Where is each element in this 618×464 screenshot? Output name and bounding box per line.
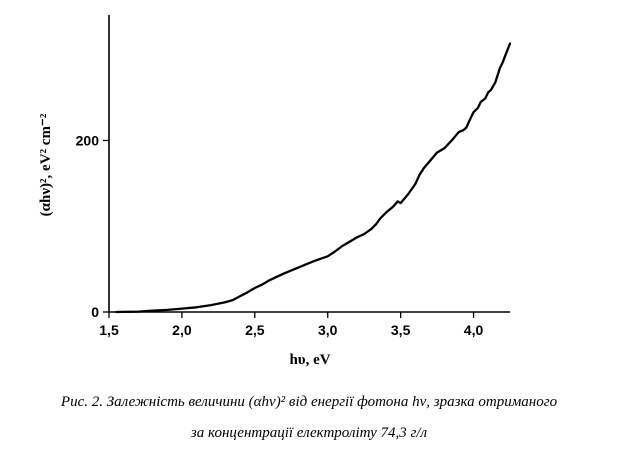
figure-caption-line-2: за концентрації електроліту 74,3 г/л [190,425,428,441]
y-tick-label: 0 [91,304,99,320]
absorption-curve [115,42,512,314]
x-tick-label: 2,0 [172,322,192,338]
y-axis-title: (αhν)², eV² cm⁻² [38,113,54,216]
x-tick-label: 4,0 [464,322,484,338]
x-axis-ticks: 1,5 2,0 2,5 3,0 3,5 4,0 [99,312,483,338]
series-layer [115,42,512,314]
x-tick-label: 2,5 [245,322,265,338]
x-tick-label: 3,5 [391,322,411,338]
x-tick-label: 3,0 [318,322,338,338]
figure-caption-line-1: Рис. 2. Залежність величини (αhν)² від е… [60,394,558,410]
y-axis-ticks: 0 200 [76,132,109,320]
x-axis-title: hυ, eV [289,352,330,368]
x-tick-label: 1,5 [99,322,119,338]
y-tick-label: 200 [76,132,100,148]
